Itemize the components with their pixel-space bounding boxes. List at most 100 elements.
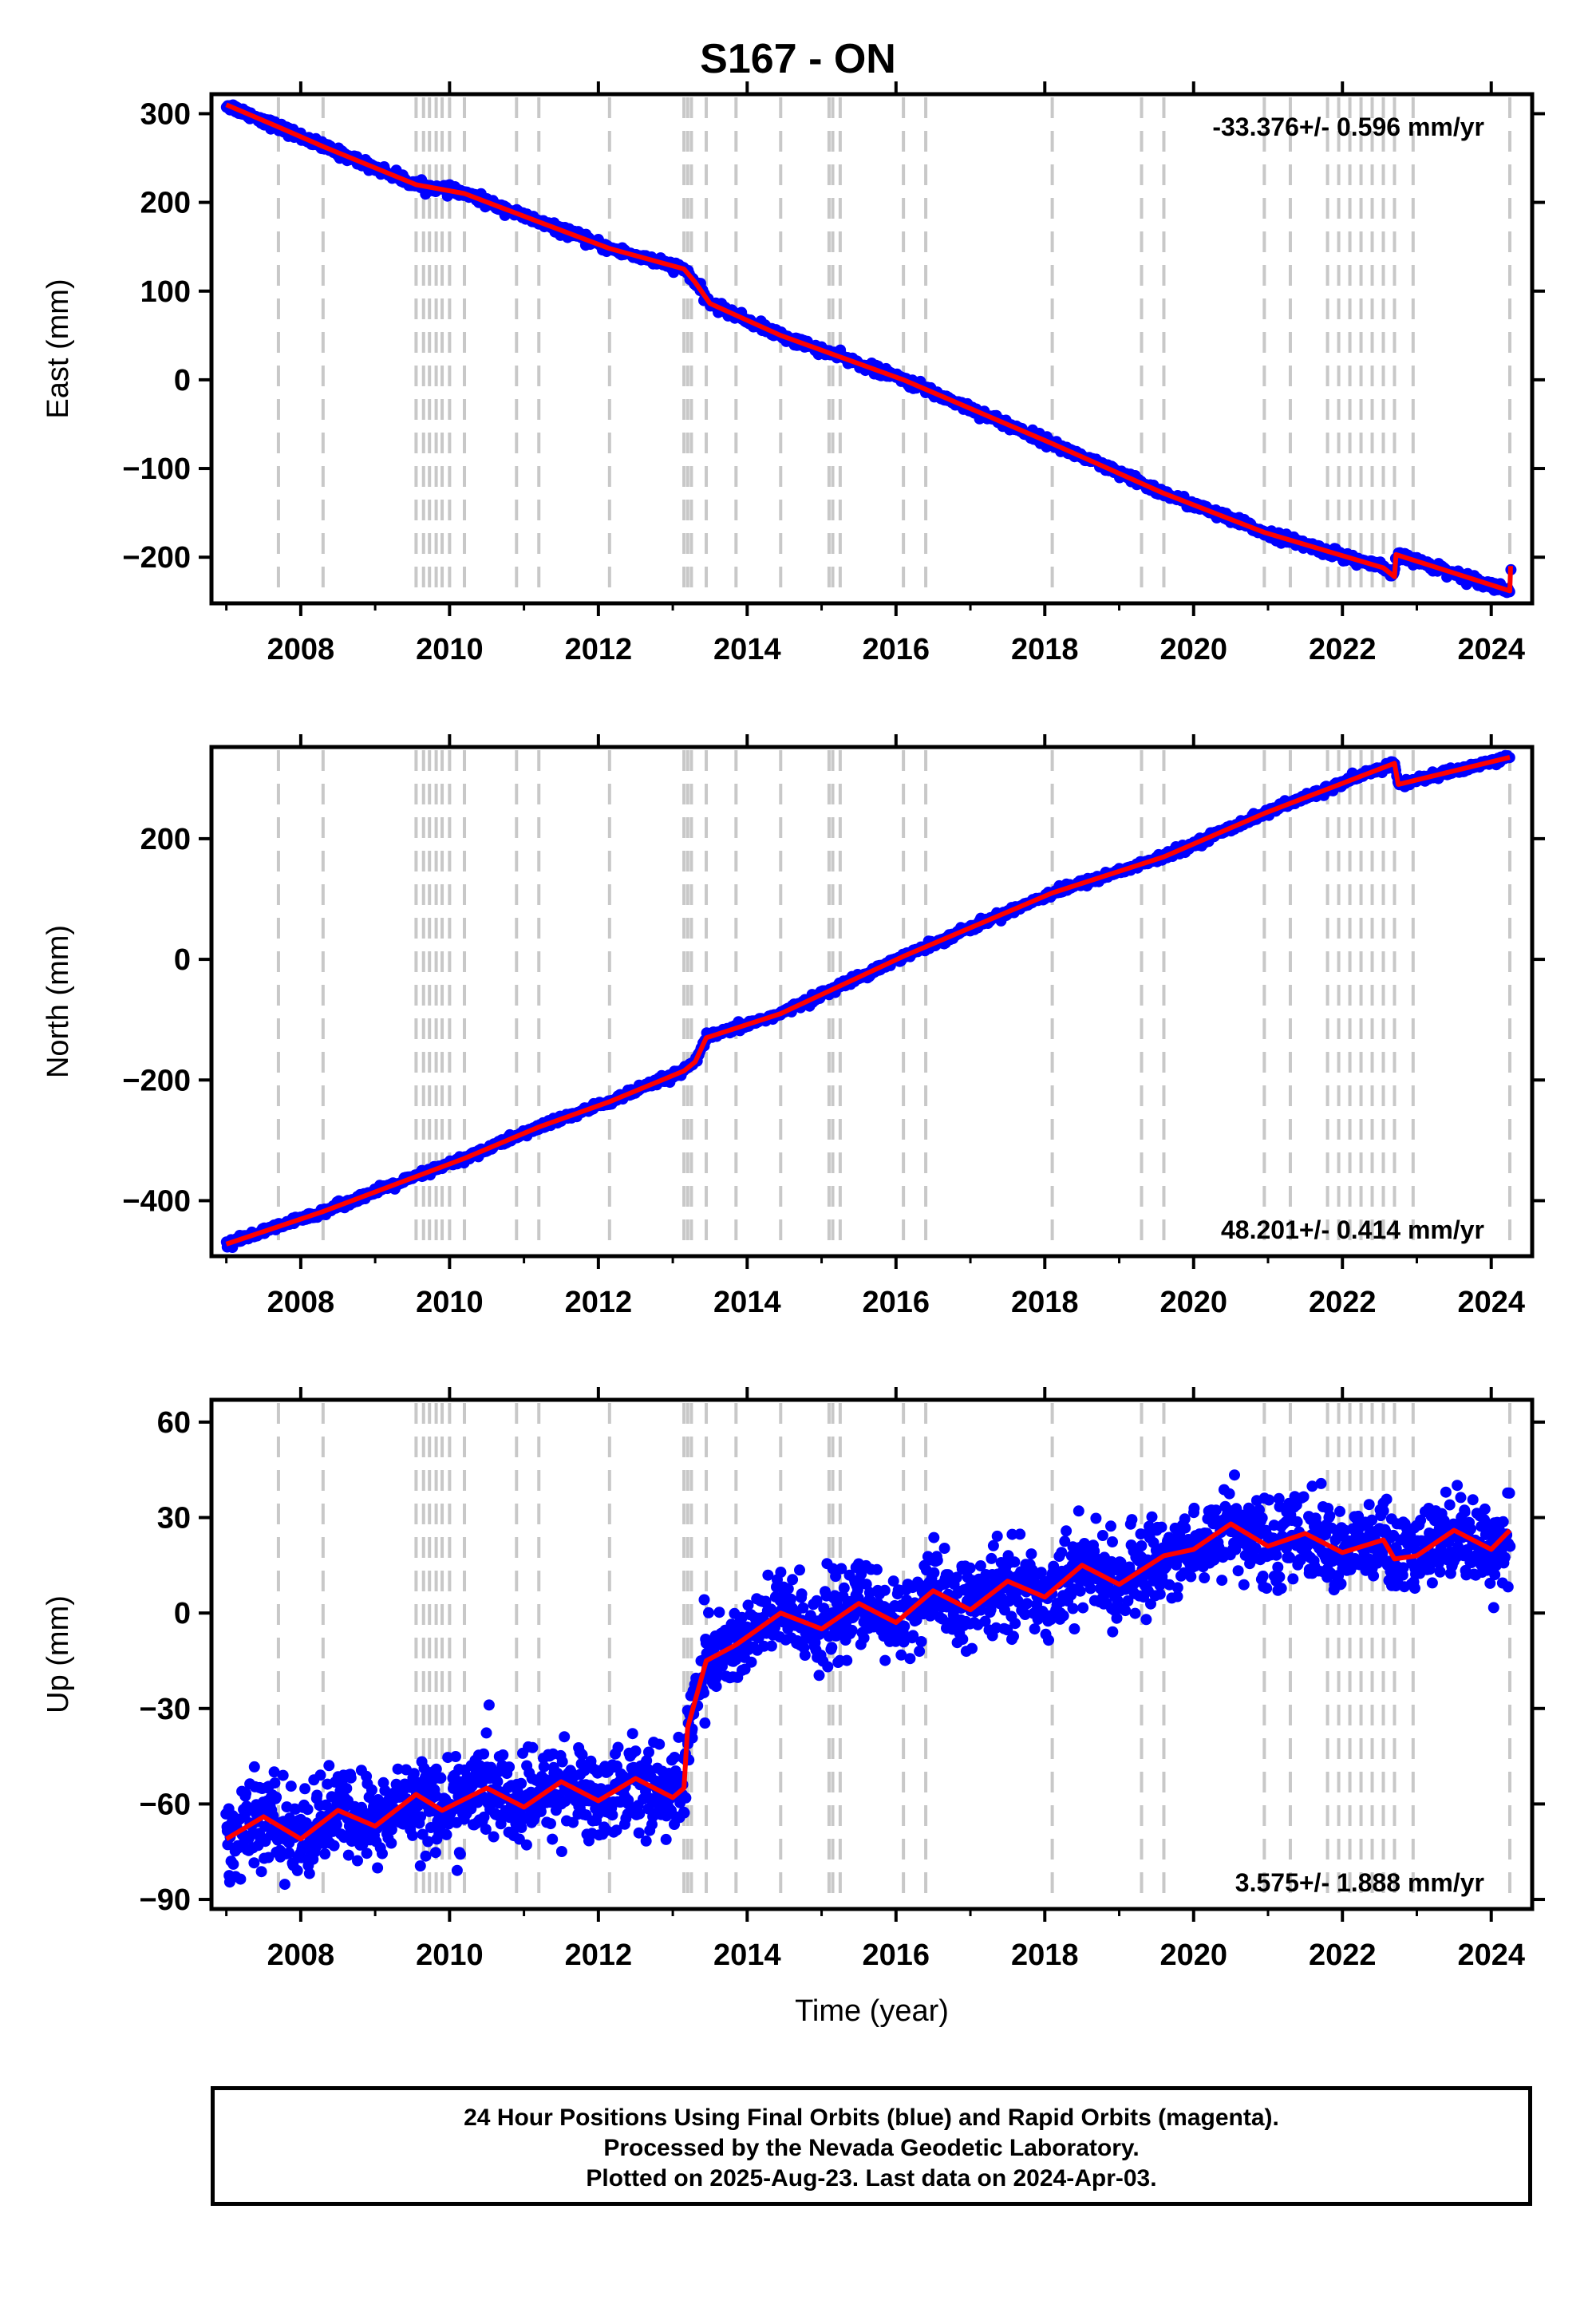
up-data-point	[342, 1849, 354, 1861]
up-data-point	[538, 1761, 550, 1773]
up-data-point	[1009, 1556, 1021, 1568]
up-data-point	[914, 1646, 926, 1658]
up-data-point	[1185, 1571, 1197, 1583]
up-data-point	[248, 1857, 260, 1869]
up-data-point	[497, 1749, 509, 1761]
up-data-point	[1014, 1528, 1026, 1540]
up-data-point	[414, 1860, 426, 1871]
up-data-point	[319, 1848, 331, 1860]
up-data-point	[765, 1640, 777, 1652]
up-data-point	[516, 1822, 527, 1833]
up-data-point	[556, 1756, 568, 1768]
up-data-point	[986, 1552, 998, 1564]
up-data-point	[1210, 1504, 1222, 1516]
up-data-point	[785, 1593, 796, 1605]
north-plot-frame	[209, 745, 1535, 1259]
north-panel: 2008 2010 2012 2014 2016 2018 2020 2022 2024−400…	[41, 734, 1545, 1319]
up-data-point	[1171, 1591, 1183, 1603]
up-data-point	[1136, 1540, 1148, 1551]
up-data-point	[1074, 1585, 1086, 1597]
up-data-point	[480, 1824, 492, 1836]
up-data-point	[742, 1599, 754, 1611]
east-x-tick-label: 2012	[565, 633, 633, 666]
up-data-point	[712, 1670, 724, 1682]
up-data-point	[240, 1788, 252, 1800]
up-data-point	[660, 1833, 672, 1845]
up-data-point	[787, 1574, 799, 1586]
up-data-point	[654, 1738, 666, 1750]
up-data-point	[1006, 1528, 1018, 1540]
up-data-point	[259, 1820, 271, 1832]
up-data-point	[987, 1539, 999, 1551]
north-rate-label: 48.201+/- 0.414 mm/yr	[1221, 1215, 1484, 1244]
north-x-tick-label: 2020	[1159, 1286, 1227, 1319]
up-data-point	[1129, 1607, 1141, 1619]
up-data-point	[979, 1615, 991, 1627]
up-data-point	[283, 1847, 295, 1859]
up-data-point	[527, 1741, 539, 1753]
up-data-point	[1025, 1548, 1037, 1560]
up-data-point	[1019, 1609, 1031, 1620]
up-data-point	[1188, 1502, 1200, 1514]
up-data-point	[1105, 1555, 1117, 1567]
east-y-axis-label: East (mm)	[41, 279, 75, 418]
up-data-point	[392, 1763, 404, 1775]
north-x-tick-label: 2014	[713, 1286, 781, 1319]
east-x-axis: 2008 2010 2012 2014 2016 2018 2020 2022 2024	[225, 81, 1525, 666]
up-data-point	[612, 1741, 624, 1753]
up-data-point	[928, 1531, 940, 1543]
east-y-tick-label: 200	[140, 187, 191, 220]
east-x-tick-label: 2010	[416, 633, 484, 666]
east-x-tick-label: 2024	[1457, 633, 1525, 666]
up-data-point	[848, 1611, 860, 1622]
east-x-tick-label: 2008	[267, 633, 335, 666]
up-data-point	[895, 1649, 907, 1661]
up-data-point	[669, 1752, 681, 1763]
up-data-point	[630, 1745, 642, 1757]
up-data-point	[846, 1624, 858, 1636]
up-data-point	[796, 1588, 808, 1600]
up-data-point	[372, 1862, 384, 1874]
up-data-point	[782, 1583, 794, 1595]
up-data-point	[377, 1848, 388, 1860]
up-data-point	[492, 1776, 504, 1788]
up-data-point	[263, 1852, 275, 1863]
up-data-point	[951, 1571, 962, 1583]
up-panel: 2008 2010 2012 2014 2016 2018 2020 2022 2024−90−…	[41, 1387, 1545, 2028]
up-data-point	[450, 1751, 461, 1762]
up-data-point	[822, 1661, 834, 1673]
north-x-axis: 2008 2010 2012 2014 2016 2018 2020 2022 2024	[225, 734, 1525, 1319]
up-data-point	[478, 1748, 490, 1760]
up-data-point	[626, 1728, 638, 1740]
page-title: S167 - ON	[700, 36, 896, 82]
up-data-point	[429, 1847, 441, 1859]
up-data-point	[887, 1575, 899, 1587]
up-data-point	[871, 1563, 883, 1575]
up-data-point	[794, 1564, 805, 1576]
up-data-point	[268, 1766, 280, 1778]
up-data-point	[415, 1811, 426, 1823]
north-x-tick-label: 2022	[1309, 1286, 1377, 1319]
up-data-point	[1179, 1522, 1191, 1534]
up-data-point	[545, 1818, 556, 1830]
up-data-point	[826, 1642, 838, 1654]
up-data-point	[311, 1789, 323, 1801]
north-x-tick-label: 2012	[565, 1286, 633, 1319]
up-data-point	[1140, 1614, 1152, 1626]
up-data-point	[1021, 1598, 1033, 1610]
up-data-point	[797, 1602, 809, 1614]
up-data-point	[302, 1804, 314, 1816]
up-data-point	[269, 1777, 281, 1789]
up-data-point	[699, 1717, 711, 1729]
up-data-point	[1156, 1521, 1167, 1533]
up-data-point	[430, 1763, 442, 1775]
up-data-point	[633, 1827, 645, 1839]
up-data-point	[504, 1761, 516, 1773]
up-data-point	[291, 1864, 303, 1876]
north-y-tick-label: 0	[174, 943, 191, 977]
up-data-point	[361, 1848, 373, 1860]
up-data-point	[323, 1760, 335, 1772]
up-data-point	[710, 1681, 722, 1693]
up-data-point	[717, 1660, 728, 1672]
